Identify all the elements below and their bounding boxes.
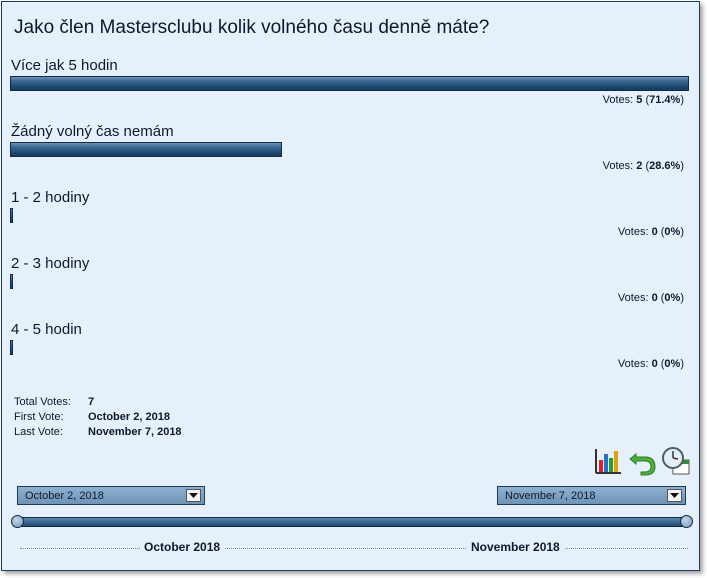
answer-bar [10, 274, 13, 289]
votes-prefix: Votes: [602, 94, 634, 106]
answer-bar [10, 208, 13, 223]
poll-toolbar [593, 446, 691, 476]
answer-row: Více jak 5 hodin Votes: 5 (71.4%) [2, 57, 699, 123]
answer-label: 1 - 2 hodiny [11, 189, 90, 206]
chevron-down-icon[interactable] [186, 489, 201, 502]
last-vote-value: November 7, 2018 [88, 426, 182, 438]
answer-row: 4 - 5 hodin Votes: 0 (0%) [2, 321, 699, 387]
first-vote-value: October 2, 2018 [88, 411, 170, 423]
answer-label: Žádný volný čas nemám [11, 123, 174, 140]
answer-row: 1 - 2 hodiny Votes: 0 (0%) [2, 189, 699, 255]
poll-results-panel: Jako člen Mastersclubu kolik volného čas… [1, 1, 700, 571]
votes-count: 0 [651, 226, 658, 238]
timeline-axis [20, 548, 688, 549]
undo-arrow-icon[interactable] [627, 446, 657, 476]
month-label: October 2018 [140, 540, 225, 554]
start-handle[interactable] [11, 515, 24, 528]
votes-percent: 0% [664, 226, 681, 238]
votes-percent: 0% [664, 292, 681, 304]
end-handle[interactable] [680, 515, 693, 528]
votes-count: 5 [636, 94, 643, 106]
votes-prefix: Votes: [602, 160, 634, 172]
answer-label: 4 - 5 hodin [11, 321, 82, 338]
answer-votes: Votes: 0 (0%) [617, 292, 684, 304]
poll-question: Jako člen Mastersclubu kolik volného čas… [14, 17, 490, 38]
votes-prefix: Votes: [617, 226, 649, 238]
answer-votes: Votes: 0 (0%) [617, 226, 684, 238]
answer-row: 2 - 3 hodiny Votes: 0 (0%) [2, 255, 699, 321]
bar-chart-icon[interactable] [593, 446, 623, 476]
answer-label: 2 - 3 hodiny [11, 255, 90, 272]
votes-count: 0 [651, 358, 658, 370]
last-vote-label: Last Vote: [14, 426, 63, 438]
first-vote-label: First Vote: [14, 411, 64, 423]
answer-bar [10, 340, 13, 355]
end-date-value: November 7, 2018 [505, 490, 596, 502]
votes-count: 0 [651, 292, 658, 304]
answer-votes: Votes: 0 (0%) [617, 358, 684, 370]
votes-percent: 28.6% [649, 160, 681, 172]
votes-prefix: Votes: [617, 358, 649, 370]
answer-row: Žádný volný čas nemám Votes: 2 (28.6%) [2, 123, 699, 189]
start-date-select[interactable]: October 2, 2018 [17, 486, 205, 505]
clock-calendar-icon[interactable] [661, 446, 691, 476]
total-votes-label: Total Votes: [14, 396, 71, 408]
poll-stats: Total Votes: 7 First Vote: October 2, 20… [14, 395, 182, 440]
answer-votes: Votes: 5 (71.4%) [602, 94, 684, 106]
total-votes-value: 7 [88, 396, 95, 408]
answer-bar [10, 142, 282, 157]
answer-votes: Votes: 2 (28.6%) [602, 160, 684, 172]
votes-percent: 0% [664, 358, 681, 370]
votes-prefix: Votes: [617, 292, 649, 304]
chevron-down-icon[interactable] [667, 489, 682, 502]
votes-count: 2 [636, 160, 643, 172]
end-date-select[interactable]: November 7, 2018 [497, 486, 686, 505]
votes-percent: 71.4% [649, 94, 681, 106]
date-range-slider[interactable] [17, 517, 687, 527]
month-label: November 2018 [467, 540, 564, 554]
answer-label: Více jak 5 hodin [11, 57, 118, 74]
answer-bar [10, 76, 689, 91]
start-date-value: October 2, 2018 [25, 490, 104, 502]
